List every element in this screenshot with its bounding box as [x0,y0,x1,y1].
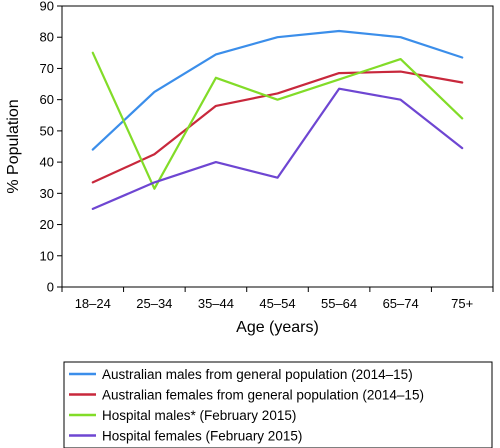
series-line-1 [91,29,464,151]
x-tick-label: 55–64 [321,296,357,311]
legend-box [63,361,493,448]
y-tick-label: 70 [40,61,54,76]
y-tick-label: 30 [40,186,54,201]
legend-label: Australian females from general populati… [102,387,424,402]
legend-label: Hospital females (February 2015) [102,428,302,443]
x-tick-label: 65–74 [383,296,419,311]
series-lines [91,29,464,210]
x-axis: 18–24 25–34 35–44 45–54 55–64 65–74 75+ [61,287,494,311]
legend: Australian males from general population… [63,361,493,448]
x-tick-label: 35–44 [198,296,234,311]
legend-label: Hospital males* (February 2015) [102,408,296,423]
series-line-3 [91,51,464,190]
x-tick-label: 18–24 [75,296,111,311]
y-axis: 0 10 20 30 40 50 60 70 80 90 [40,0,62,295]
legend-label: Australian males from general population… [102,367,413,382]
y-tick-label: 20 [40,217,54,232]
y-tick-label: 40 [40,155,54,170]
x-tick-label: 45–54 [259,296,295,311]
y-tick-label: 60 [40,92,54,107]
y-tick-label: 50 [40,123,54,138]
x-tick-label: 25–34 [136,296,172,311]
plot-area: 0 10 20 30 40 50 60 70 80 90 18–24 25–34 35–44 45–54… [40,0,494,311]
y-tick-label: 90 [40,0,54,14]
series-line-2 [91,70,464,184]
plot-frame [61,5,494,288]
y-tick-label: 0 [47,280,54,295]
x-axis-title: Age (years) [236,319,319,336]
x-tick-label: 75+ [451,296,473,311]
series-line-4 [91,87,464,210]
y-tick-label: 80 [40,30,54,45]
y-tick-label: 10 [40,248,54,263]
y-axis-title: % Population [5,99,22,193]
